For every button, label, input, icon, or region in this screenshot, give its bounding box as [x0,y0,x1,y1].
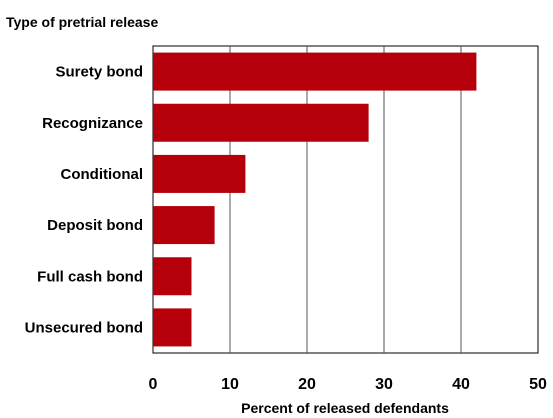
category-label: Recognizance [42,115,143,132]
plot-area: Surety bond Recognizance Conditional Deposi… [25,45,547,393]
category-label: Unsecured bond [25,319,143,336]
x-tick-labels: 0 10 20 30 40 50 [149,376,547,393]
bar [153,154,246,193]
x-tick-label: 10 [221,376,239,393]
x-tick-label: 20 [298,376,316,393]
x-axis-title: Percent of released defendants [241,400,449,416]
x-tick-label: 50 [529,376,547,393]
bars [153,52,477,347]
x-tick-label: 40 [452,376,470,393]
x-tick-label: 30 [375,376,393,393]
category-label: Conditional [61,166,144,183]
bar [153,103,369,142]
x-tick-label: 0 [149,376,158,393]
category-label: Full cash bond [37,268,143,285]
chart-title: Type of pretrial release [6,14,158,30]
plot-frame [152,45,539,354]
bar [153,308,192,347]
bar [153,52,477,91]
category-label: Surety bond [55,64,143,81]
bar [153,206,215,245]
category-label: Deposit bond [47,217,143,234]
bar [153,257,192,296]
category-labels: Surety bond Recognizance Conditional Deposi… [25,64,143,337]
gridlines [229,46,462,353]
